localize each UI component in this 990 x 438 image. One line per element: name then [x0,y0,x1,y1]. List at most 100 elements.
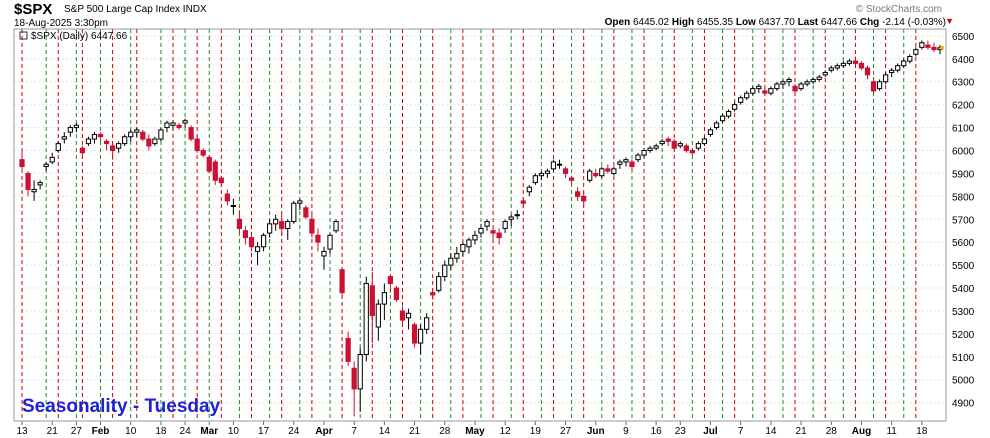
candle [925,40,931,50]
candle-body [67,127,73,133]
candle [683,143,689,153]
x-axis: 13 21 27 Feb 10 18 24 Mar 10 17 24 Apr 7 14 21 28 May 12 1… [16,421,928,437]
candle-body [303,207,309,218]
candle-body [267,223,273,234]
candle [170,120,176,130]
candle-body [363,282,369,356]
candle-body [641,149,647,156]
candle [864,65,871,80]
candle-body [61,136,67,140]
x-tick-label: 13 [16,426,28,437]
candle-body [333,221,339,232]
candle-body [768,88,774,94]
candle [556,159,563,169]
candle [635,152,641,162]
x-tick-label: Feb [92,426,110,437]
candle [762,88,768,96]
candle-body [194,138,200,151]
candle [876,79,883,91]
candle-body [200,149,206,156]
candle-body [478,227,484,234]
candle [713,120,720,130]
chg-value: -2.14 (-0.03%) [882,17,946,28]
candle [273,214,279,231]
candle [792,84,798,96]
x-tick-label: Jun [587,426,605,437]
candle-body [538,172,545,177]
candle-body [846,60,853,64]
candle [85,136,92,146]
y-tick-label: 6500 [952,32,975,43]
candle-body [617,161,623,165]
candle-body [895,65,901,71]
candle [333,219,339,234]
candle-body [677,143,683,147]
index-name: S&P 500 Large Cap Index [64,4,181,15]
candle [230,198,237,215]
candle [285,219,291,240]
candle [37,180,43,190]
candle [828,65,834,73]
candle-body [635,154,641,161]
candle-body [351,367,357,390]
candle [242,226,249,245]
y-tick-label: 6100 [952,124,975,135]
candle-body [37,182,43,186]
candle [19,150,25,172]
y-tick-label: 5600 [952,238,975,249]
candle-body [146,138,152,147]
candle [484,219,490,231]
candle [248,233,255,252]
candle-body [430,292,436,296]
x-tick-label: 9 [623,426,629,437]
candle [677,141,683,149]
candle [454,246,460,263]
candle-body [550,161,557,170]
last-label: Last [797,17,819,28]
candle-body [593,172,599,177]
candle [79,145,86,156]
candle-body [411,324,418,344]
candle [568,175,575,185]
candle [321,246,327,270]
candle-body [901,60,907,67]
candle [417,324,424,355]
candle [369,271,375,344]
symbol-label: $SPX [14,1,53,18]
candle-body [140,131,146,140]
candle [834,63,840,71]
candle [442,260,448,282]
candle [538,171,545,181]
candle-body [454,253,460,259]
x-tick-label: 21 [409,426,421,437]
candle [411,322,418,348]
candle-body [424,317,430,330]
candle-body [212,161,218,181]
x-tick-label: 21 [796,426,808,437]
candle-body [762,90,768,94]
candle-body [170,122,176,126]
candle [73,122,79,133]
candle-body [128,131,134,138]
candle-body [587,170,593,181]
candle [375,299,381,341]
candle-body [417,328,424,344]
seasonality-title: Seasonality - Tuesday [22,396,221,417]
candle [176,122,182,130]
candle [707,127,714,137]
candle-body [122,136,128,145]
candle-body [568,177,575,181]
candle-body [436,276,442,291]
candle-body [756,85,762,90]
candle-body [242,230,249,239]
candle [399,306,406,325]
candle-body [526,186,532,193]
candle [97,132,104,142]
candle-body [647,147,653,151]
candle [804,79,810,87]
y-tick-label: 5300 [952,307,975,318]
candle-body [738,97,744,103]
candle-body [804,81,810,85]
candle [345,331,351,366]
